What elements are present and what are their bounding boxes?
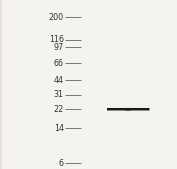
FancyBboxPatch shape (126, 108, 149, 111)
Text: 14: 14 (54, 124, 64, 133)
Text: 97: 97 (53, 43, 64, 52)
Text: 66: 66 (54, 59, 64, 68)
Text: 6: 6 (59, 159, 64, 168)
Text: 200: 200 (49, 13, 64, 22)
Text: 22: 22 (53, 105, 64, 114)
Text: 31: 31 (54, 90, 64, 99)
Text: 116: 116 (49, 35, 64, 44)
Text: 44: 44 (54, 76, 64, 85)
FancyBboxPatch shape (107, 108, 131, 111)
